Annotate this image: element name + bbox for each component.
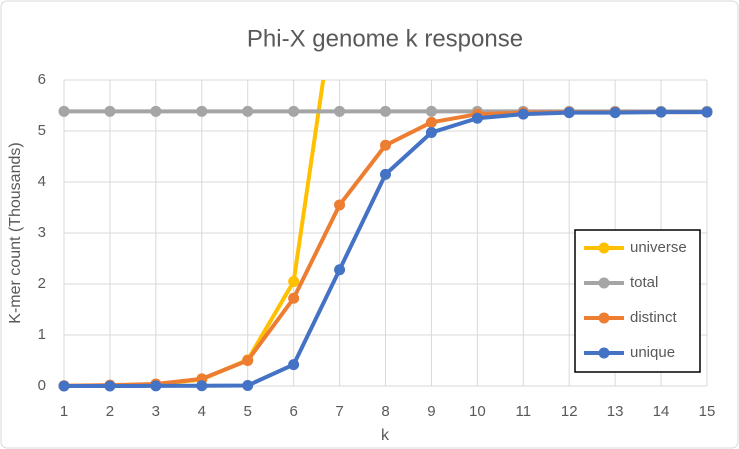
data-point [425,116,437,128]
y-tick-label: 1 [38,326,46,343]
x-tick-label: 1 [60,403,68,420]
data-point [380,105,391,117]
y-tick-label: 2 [38,275,46,292]
y-tick-label: 0 [38,377,46,394]
x-tick-label: 4 [198,403,206,420]
data-point [58,105,70,117]
legend-marker [598,277,610,289]
data-point [242,105,254,117]
data-point [334,199,346,211]
data-point [288,105,300,117]
x-tick-label: 15 [699,403,716,420]
x-tick-label: 5 [244,403,252,420]
data-point [609,107,621,119]
x-tick-label: 14 [653,403,670,420]
legend-label: unique [630,344,675,361]
data-point [288,292,300,304]
data-point [334,105,346,117]
legend-marker [598,347,610,359]
data-point [655,106,667,118]
data-point [104,105,116,117]
data-point [517,108,529,120]
y-tick-label: 6 [38,71,46,88]
x-tick-label: 3 [152,403,160,420]
data-point [150,105,162,117]
data-point [58,380,70,392]
x-tick-label: 12 [561,403,578,420]
data-point [288,359,300,371]
y-tick-label: 3 [38,224,46,241]
plot-area [58,80,713,392]
y-tick-label: 4 [38,173,46,190]
data-point [242,355,254,366]
x-tick-label: 2 [106,403,114,420]
data-point [425,105,437,117]
data-point [334,264,346,276]
legend-label: total [630,274,658,291]
x-axis-label: k [381,427,390,444]
data-point [380,139,391,151]
x-tick-label: 10 [469,403,486,420]
legend-label: universe [630,239,687,256]
data-point [196,380,208,392]
legend-marker [598,312,610,324]
legend-label: distinct [630,309,678,326]
x-tick-label: 6 [289,403,297,420]
chart-title: Phi-X genome k response [247,25,523,52]
data-point [701,106,713,118]
x-tick-label: 7 [335,403,343,420]
x-tick-label: 9 [427,403,435,420]
y-axis-label: K-mer count (Thousands) [7,142,24,323]
data-point [104,380,116,392]
y-tick-label: 5 [38,122,46,139]
data-point [380,168,391,180]
x-tick-label: 8 [381,403,389,420]
data-point [288,276,300,288]
x-tick-label: 11 [515,403,531,420]
data-point [563,107,575,119]
data-point [242,379,254,391]
data-point [471,112,483,124]
data-point [196,105,208,117]
data-point [425,127,437,139]
legend [574,229,701,373]
data-point [150,380,162,392]
legend-marker [598,242,610,254]
x-tick-label: 13 [607,403,624,420]
